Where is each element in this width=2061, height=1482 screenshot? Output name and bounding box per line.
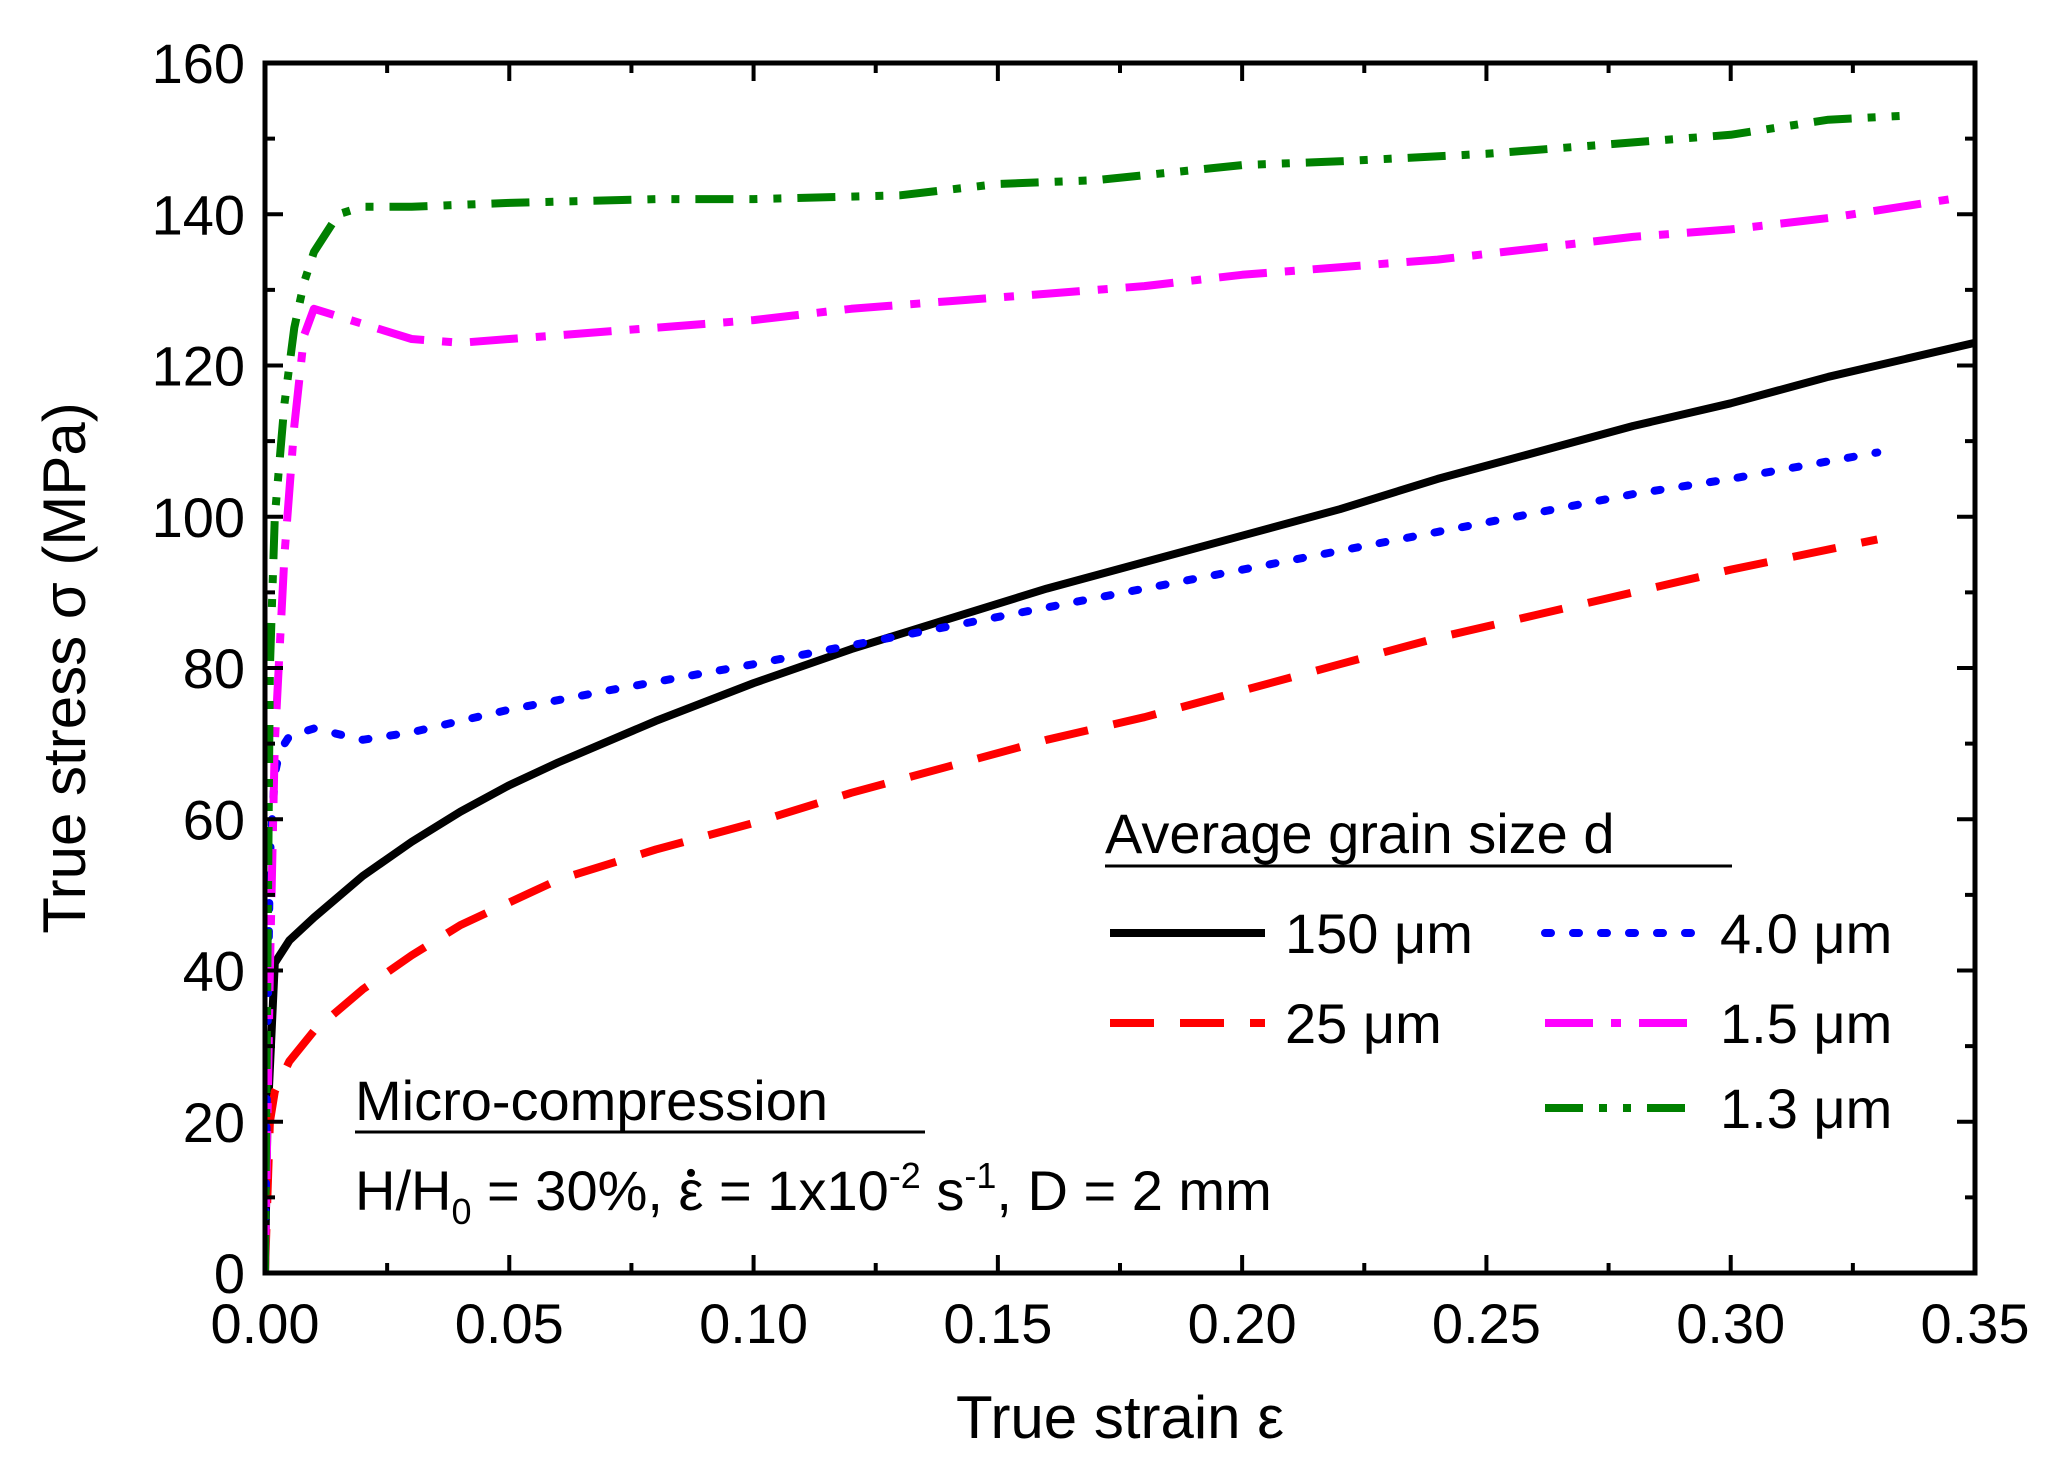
series-line-4: [265, 111, 1902, 1273]
legend-item: 150 μm: [1110, 902, 1473, 965]
x-tick-label: 0.15: [943, 1292, 1052, 1355]
y-axis-title: True stress σ (MPa): [31, 402, 98, 934]
tick-labels: 0.00 0.05 0.10 0.15 0.20 0.25 0.30 0.35 0 20 40 60 8…: [152, 32, 2030, 1355]
legend-title: Average grain size d: [1105, 802, 1615, 865]
legend: Average grain size d 150 μm 25 μm 4.0 μm 1.…: [1105, 802, 1892, 1140]
x-tick-label: 0.05: [455, 1292, 564, 1355]
legend-items: 150 μm 25 μm 4.0 μm 1.5 μm 1.3 μm: [1110, 902, 1892, 1140]
annotation-h-subscript: 0: [451, 1191, 471, 1232]
legend-label: 1.3 μm: [1720, 1077, 1892, 1140]
y-tick-label: 160: [152, 32, 245, 95]
annotation-strain-rate-value: = 1x10: [703, 1159, 888, 1222]
y-tick-label: 100: [152, 486, 245, 549]
legend-label: 1.5 μm: [1720, 992, 1892, 1055]
annotation-strain-rate-symbol: ε: [679, 1159, 704, 1222]
series-line-1: [265, 535, 1879, 1273]
legend-item: 25 μm: [1110, 992, 1442, 1055]
x-tick-label: 0.10: [699, 1292, 808, 1355]
strain-rate-dot: [687, 1168, 695, 1177]
legend-label: 4.0 μm: [1720, 902, 1892, 965]
annotation-heading: Micro-compression: [355, 1069, 828, 1132]
legend-label: 150 μm: [1285, 902, 1473, 965]
y-tick-label: 120: [152, 335, 245, 398]
y-tick-label: 40: [183, 940, 245, 1003]
y-tick-label: 80: [183, 637, 245, 700]
x-tick-label: 0.35: [1921, 1292, 2030, 1355]
legend-item: 4.0 μm: [1541, 902, 1892, 965]
series-layer: [265, 111, 1975, 1273]
y-tick-label: 60: [183, 788, 245, 851]
y-tick-label: 0: [214, 1242, 245, 1305]
annotation-conditions: H/H0 = 30%, ε = 1x10-2 s-1, D = 2 mm: [355, 1155, 1272, 1232]
annotation: Micro-compression H/H0 = 30%, ε = 1x10-2…: [355, 1069, 1272, 1232]
x-tick-label: 0.25: [1432, 1292, 1541, 1355]
series-line-2: [265, 448, 1882, 1273]
annotation-h-ratio: H/H: [355, 1159, 451, 1222]
x-tick-label: 0.00: [211, 1292, 320, 1355]
x-axis-title: True strain ε: [956, 1384, 1284, 1451]
annotation-diameter: , D = 2 mm: [996, 1159, 1271, 1222]
legend-item: 1.5 μm: [1545, 992, 1892, 1055]
y-tick-label: 20: [183, 1091, 245, 1154]
legend-label: 25 μm: [1285, 992, 1442, 1055]
ticks-layer: [263, 61, 1977, 1275]
series-line-3: [265, 195, 1952, 1273]
x-tick-label: 0.20: [1188, 1292, 1297, 1355]
annotation-exponent-1: -2: [889, 1155, 921, 1196]
annotation-exponent-2: -1: [964, 1155, 996, 1196]
x-tick-label: 0.30: [1676, 1292, 1785, 1355]
series-line-0: [265, 338, 1975, 1273]
annotation-height-reduction: = 30%,: [471, 1159, 678, 1222]
legend-item: 1.3 μm: [1545, 1077, 1892, 1140]
y-tick-label: 140: [152, 183, 245, 246]
annotation-unit: s: [921, 1159, 965, 1222]
